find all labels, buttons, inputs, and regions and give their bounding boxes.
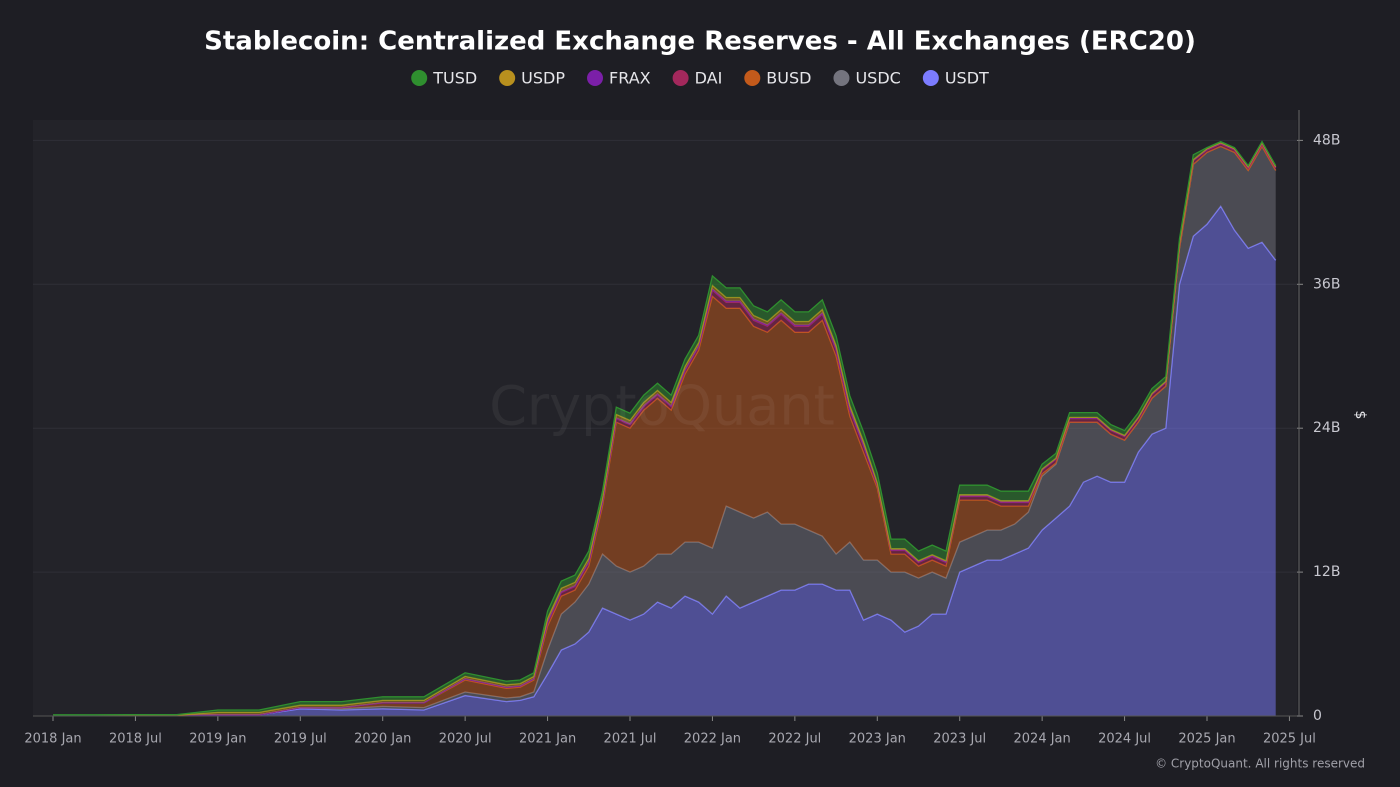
x-tick-label: 2023 Jan: [849, 732, 906, 747]
x-tick-label: 2022 Jan: [684, 732, 741, 747]
legend-marker: [672, 70, 689, 86]
y-tick-label: 12B: [1313, 564, 1340, 580]
x-tick-label: 2024 Jan: [1014, 732, 1071, 747]
legend-label: BUSD: [766, 69, 811, 88]
area: [53, 146, 1276, 716]
x-tick-label: 2018 Jan: [24, 732, 81, 747]
chart-title: Stablecoin: Centralized Exchange Reserve…: [204, 27, 1196, 57]
legend-marker: [922, 70, 939, 86]
legend-label: USDP: [521, 69, 565, 88]
x-tick-label: 2024 Jul: [1098, 732, 1151, 747]
x-tick-label: 2020 Jul: [439, 732, 492, 747]
legend-label: USDT: [945, 69, 989, 88]
y-tick-label: 0: [1313, 708, 1322, 724]
legend-marker: [499, 70, 516, 86]
y-tick-label: 48B: [1313, 132, 1340, 148]
y-tick-label: 24B: [1313, 420, 1340, 436]
legend: TUSD USDP FRAX DAI BUSD USDC USDT: [411, 69, 989, 88]
area: [53, 146, 1276, 716]
x-tick-label: 2025 Jul: [1263, 732, 1316, 747]
x-tick-label: 2019 Jan: [189, 732, 246, 747]
legend-label: USDC: [855, 69, 900, 88]
legend-label: DAI: [695, 69, 723, 88]
legend-label: TUSD: [432, 69, 477, 88]
watermark: CryptoQuant: [489, 375, 835, 438]
areas: [53, 140, 1277, 717]
legend-marker: [587, 70, 604, 86]
x-tick-label: 2025 Jan: [1178, 732, 1235, 747]
y-tick-label: 36B: [1313, 276, 1340, 292]
legend-marker: [411, 70, 428, 86]
x-tick-label: 2020 Jan: [354, 732, 411, 747]
area-line: [53, 140, 1277, 716]
x-tick-label: 2023 Jul: [933, 732, 986, 747]
area: [53, 206, 1276, 717]
x-tick-label: 2018 Jul: [109, 732, 162, 747]
x-tick-label: 2022 Jul: [768, 732, 821, 747]
legend-marker: [833, 70, 850, 86]
footer: © CryptoQuant. All rights reserved: [1155, 757, 1365, 771]
y-axis-label: $: [1352, 411, 1368, 420]
x-tick-label: 2019 Jul: [274, 732, 327, 747]
legend-label: FRAX: [609, 69, 651, 88]
x-tick-label: 2021 Jan: [519, 732, 576, 747]
x-tick-label: 2021 Jul: [604, 732, 657, 747]
legend-marker: [744, 70, 761, 86]
